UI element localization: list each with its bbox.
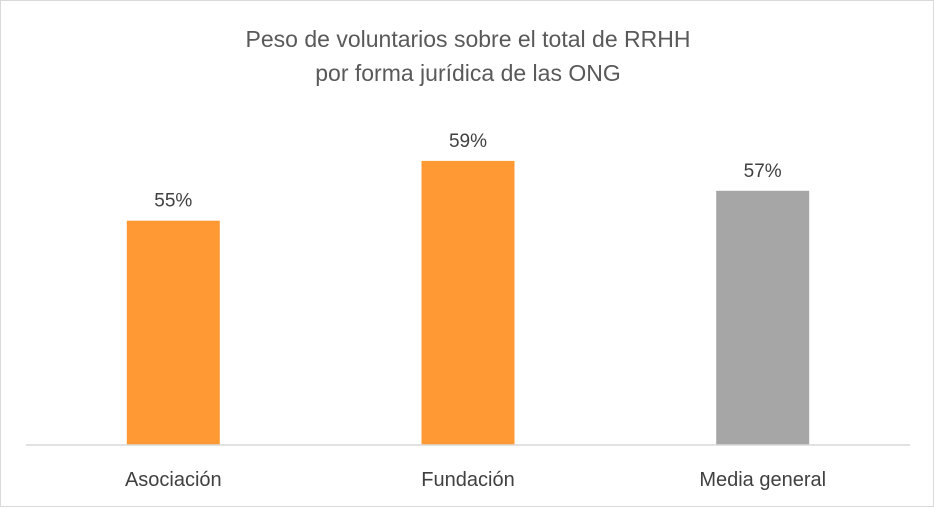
- bars-group: [126, 160, 810, 445]
- chart-title-line-2: por forma jurídica de las ONG: [315, 60, 621, 86]
- category-label-0: Asociación: [125, 469, 222, 491]
- bar-0: [126, 220, 220, 445]
- data-labels-group: 55% 59% 57%: [154, 131, 782, 212]
- category-label-2: Media general: [699, 469, 826, 491]
- bar-1: [421, 160, 515, 445]
- chart-title-line-1: Peso de voluntarios sobre el total de RR…: [246, 26, 691, 52]
- category-label-1: Fundación: [421, 469, 514, 491]
- data-label-1: 59%: [449, 131, 487, 152]
- data-label-0: 55%: [154, 191, 192, 212]
- category-labels-group: Asociación Fundación Media general: [125, 469, 826, 491]
- data-label-2: 57%: [744, 161, 782, 182]
- bar-2: [716, 190, 810, 445]
